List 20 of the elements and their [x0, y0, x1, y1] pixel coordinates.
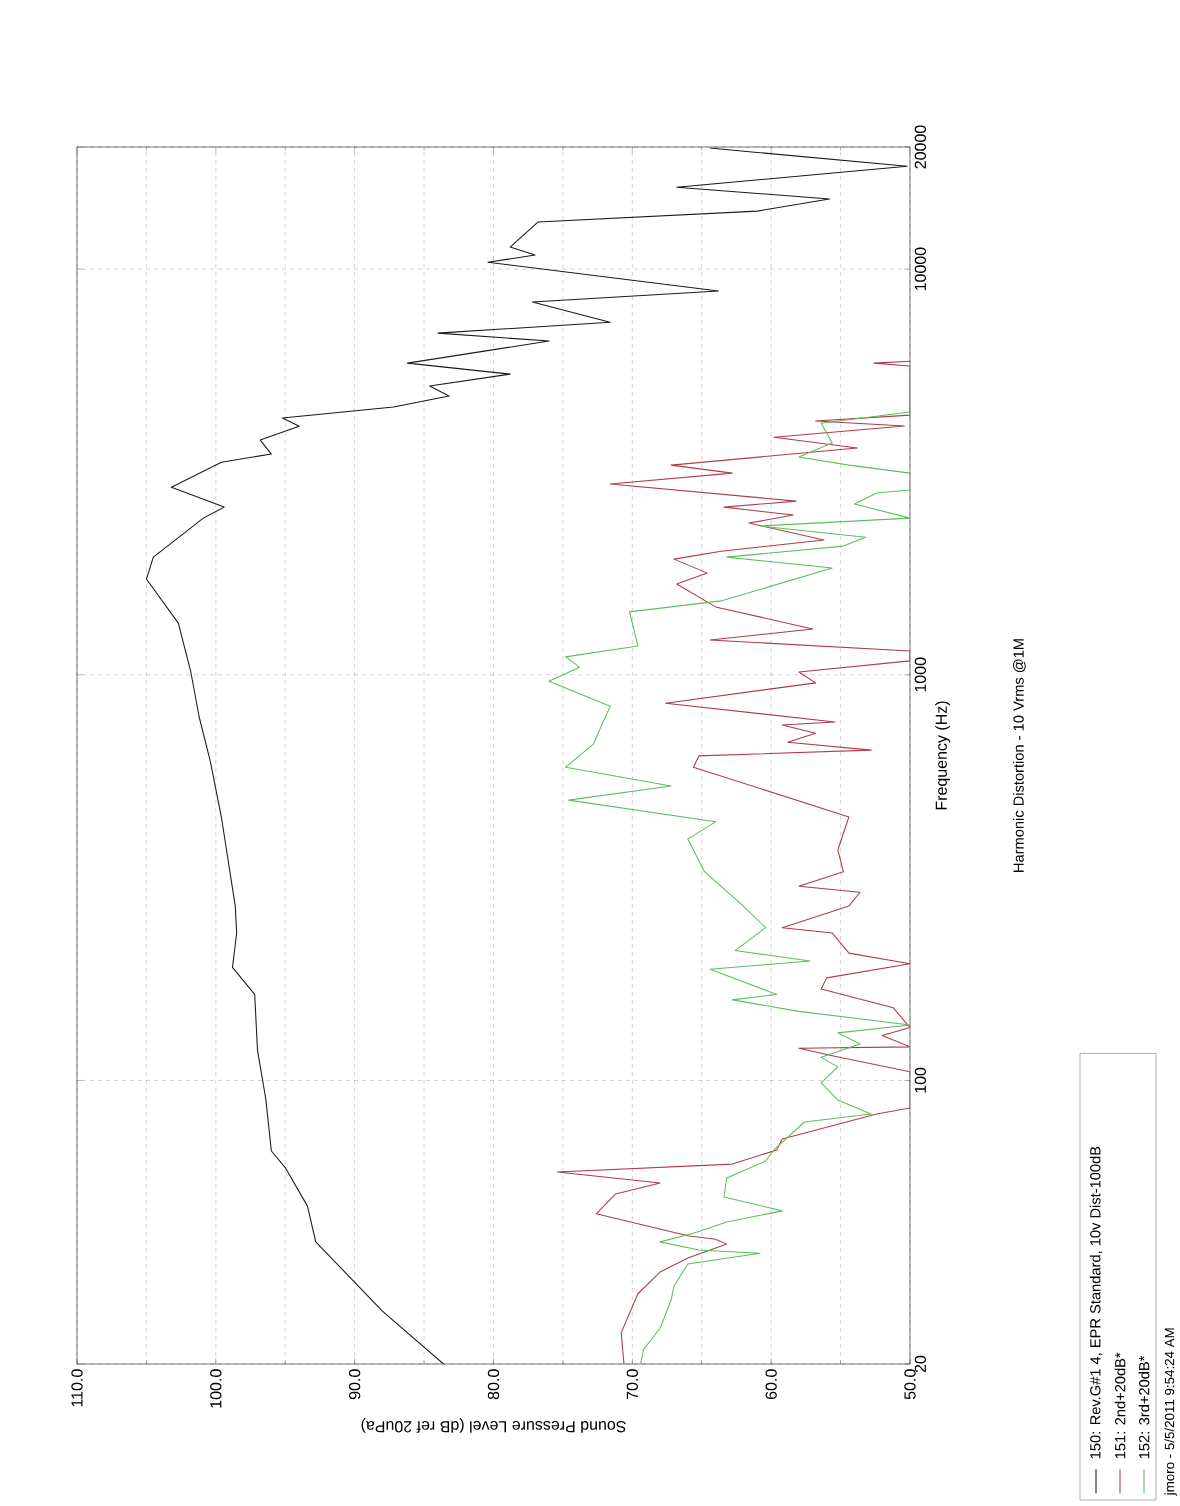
- x-tick-label: 70.0: [626, 1369, 638, 1400]
- line-series: [145, 147, 908, 1365]
- x-tick-label: 80.0: [487, 1369, 500, 1400]
- x-tick-label: 90.0: [349, 1369, 361, 1400]
- text: Harmonic Distortion - 10 Vrms @1M: [1013, 639, 1026, 872]
- text: 150: Rev.G#1 4, EPR Standard, 10v Dist-100dB: [1089, 1146, 1103, 1459]
- x-tick-label: 50.0: [904, 1369, 916, 1400]
- y-axis-title: Frequency (Hz): [935, 701, 951, 810]
- text: 151: 2nd+20dB*: [1114, 1352, 1126, 1459]
- y-tick-label: 1000: [914, 657, 927, 692]
- y-tick-label: 10000: [914, 247, 927, 291]
- x-tick-label: 60.0: [765, 1369, 777, 1400]
- y-tick-label: 100: [914, 1067, 927, 1093]
- y-tick-label: 20: [914, 1355, 927, 1373]
- text: jmoro - 5/5/2011 9:54:24 AM: [1164, 1328, 1177, 1496]
- y-tick-label: 20000: [914, 125, 927, 169]
- x-axis-title: Sound Pressure Level (dB ref 20uPa): [361, 1417, 626, 1433]
- x-tick-label: 100.0: [210, 1369, 222, 1408]
- x-tick-label: 110.0: [71, 1369, 83, 1407]
- text: 152: 3rd+20dB*: [1138, 1355, 1150, 1459]
